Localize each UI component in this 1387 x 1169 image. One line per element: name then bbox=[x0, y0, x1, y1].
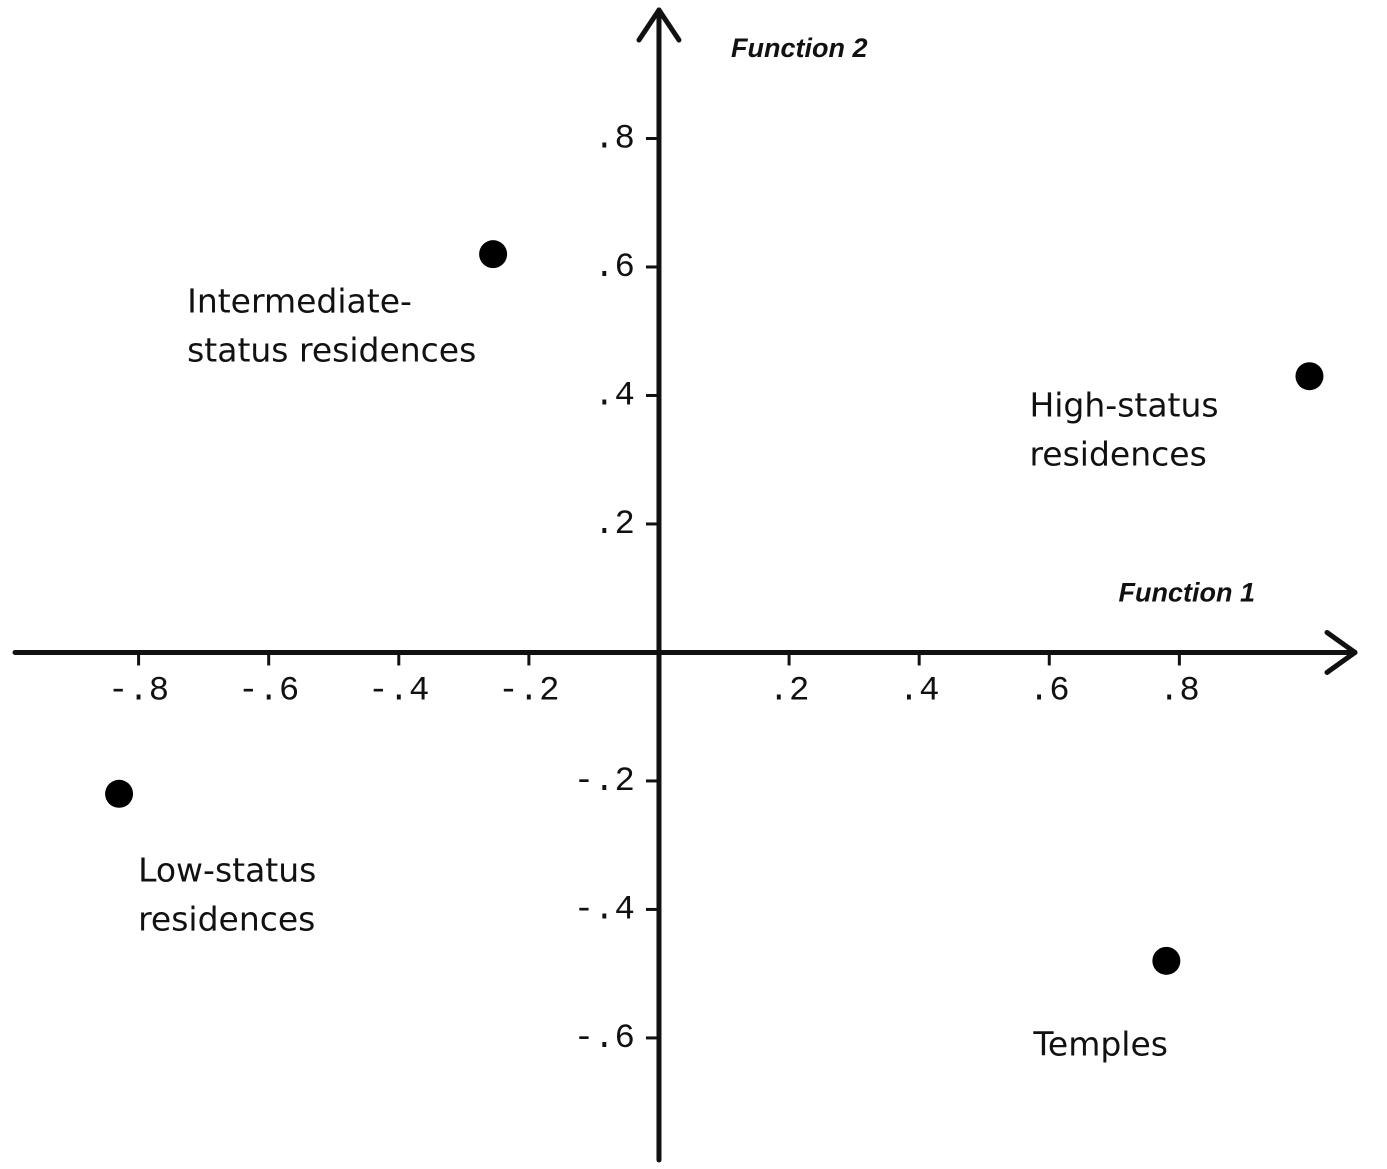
y-tick-label: .8 bbox=[594, 120, 635, 158]
y-tick-label: -.6 bbox=[574, 1020, 635, 1058]
x-tick-label: .4 bbox=[899, 672, 940, 710]
point-label: Temples bbox=[1032, 1024, 1168, 1063]
point bbox=[479, 240, 508, 269]
point bbox=[1152, 946, 1181, 975]
point-label: status residences bbox=[187, 331, 476, 370]
x-tick-label: .2 bbox=[769, 672, 810, 710]
y-tick-label: .4 bbox=[594, 377, 635, 415]
point bbox=[105, 779, 134, 808]
x-axis-arrow bbox=[1324, 629, 1358, 675]
y-axis-title: Function 2 bbox=[731, 33, 868, 63]
y-tick-label: -.2 bbox=[574, 763, 635, 801]
y-axis-arrow bbox=[636, 7, 682, 43]
point-label: High-status bbox=[1029, 386, 1218, 425]
x-tick-label: -.4 bbox=[368, 672, 429, 710]
point-label: Low-status bbox=[138, 850, 316, 889]
x-tick-label: .8 bbox=[1159, 672, 1200, 710]
point bbox=[1295, 362, 1324, 391]
x-tick-label: -.8 bbox=[108, 672, 169, 710]
x-axis-title: Function 1 bbox=[1119, 578, 1256, 608]
y-tick-label: .6 bbox=[594, 249, 635, 287]
point-label: residences bbox=[1029, 435, 1206, 474]
y-tick-label: .2 bbox=[594, 506, 635, 544]
point-label: Intermediate- bbox=[187, 282, 412, 321]
point-label: residences bbox=[138, 899, 315, 938]
x-tick-label: .6 bbox=[1029, 672, 1070, 710]
x-tick-label: -.6 bbox=[238, 672, 299, 710]
y-tick-label: -.4 bbox=[574, 891, 635, 929]
x-tick-label: -.2 bbox=[498, 672, 559, 710]
